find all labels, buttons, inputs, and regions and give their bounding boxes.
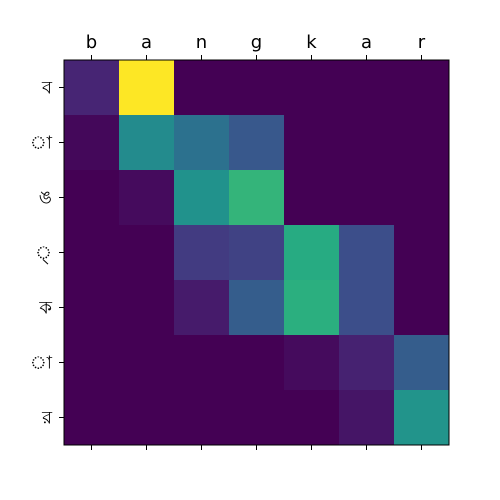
- heatmap-cell: [119, 390, 175, 446]
- heatmap-cell: [284, 170, 340, 226]
- heatmap-cell: [284, 115, 340, 171]
- heatmap-cell: [229, 390, 285, 446]
- heatmap-cell: [229, 170, 285, 226]
- heatmap-cell: [394, 60, 450, 116]
- heatmap-cell: [339, 335, 395, 391]
- y-tick-label: া: [30, 353, 53, 374]
- heatmap-cell: [284, 225, 340, 281]
- heatmap-cell: [174, 280, 230, 336]
- x-tick-label: r: [418, 32, 426, 53]
- x-tick-label: g: [251, 32, 262, 53]
- heatmap-cell: [64, 280, 120, 336]
- x-tick-label: b: [86, 32, 97, 53]
- x-tick-label: k: [306, 32, 317, 53]
- heatmap-cell: [64, 60, 120, 116]
- heatmap-cell: [119, 280, 175, 336]
- heatmap-cell: [339, 60, 395, 116]
- heatmap-cell: [119, 115, 175, 171]
- y-tick-label: া: [30, 133, 53, 154]
- heatmap-cell: [339, 225, 395, 281]
- heatmap-cell: [229, 335, 285, 391]
- heatmap-cell: [174, 335, 230, 391]
- heatmap-cell: [64, 115, 120, 171]
- heatmap-cell: [339, 280, 395, 336]
- heatmap-cell: [174, 60, 230, 116]
- heatmap-cell: [119, 170, 175, 226]
- heatmap-cell: [284, 280, 340, 336]
- heatmap-cell: [174, 115, 230, 171]
- heatmap-cell: [229, 60, 285, 116]
- x-tick-label: n: [196, 32, 207, 53]
- y-tick-label: ক: [38, 298, 52, 319]
- heatmap-cell: [284, 335, 340, 391]
- heatmap-cell: [394, 335, 450, 391]
- heatmap-cell: [339, 390, 395, 446]
- heatmap-cell: [229, 225, 285, 281]
- heatmap-cell: [64, 170, 120, 226]
- heatmap-cell: [229, 280, 285, 336]
- heatmap-cell: [174, 225, 230, 281]
- x-tick-label: a: [361, 32, 372, 53]
- heatmap-cell: [64, 225, 120, 281]
- x-tick-label: a: [141, 32, 152, 53]
- heatmap-cell: [64, 335, 120, 391]
- heatmap-cell: [119, 60, 175, 116]
- heatmap-cell: [394, 225, 450, 281]
- heatmap-cell: [284, 60, 340, 116]
- heatmap-cell: [394, 170, 450, 226]
- y-tick-label: ্: [35, 243, 52, 265]
- heatmap-cell: [119, 225, 175, 281]
- heatmap-cell: [394, 115, 450, 171]
- heatmap-cell: [119, 335, 175, 391]
- heatmap-cell: [229, 115, 285, 171]
- heatmap-cell: [174, 170, 230, 226]
- heatmap-cell: [64, 390, 120, 446]
- heatmap-cell: [339, 115, 395, 171]
- y-tick-label: ব: [41, 78, 53, 99]
- y-tick-label: র: [41, 408, 53, 429]
- heatmap-cell: [339, 170, 395, 226]
- heatmap-cell: [394, 280, 450, 336]
- heatmap-cell: [174, 390, 230, 446]
- heatmap-cell: [284, 390, 340, 446]
- y-tick-label: ঙ: [39, 188, 52, 209]
- heatmap-cell: [394, 390, 450, 446]
